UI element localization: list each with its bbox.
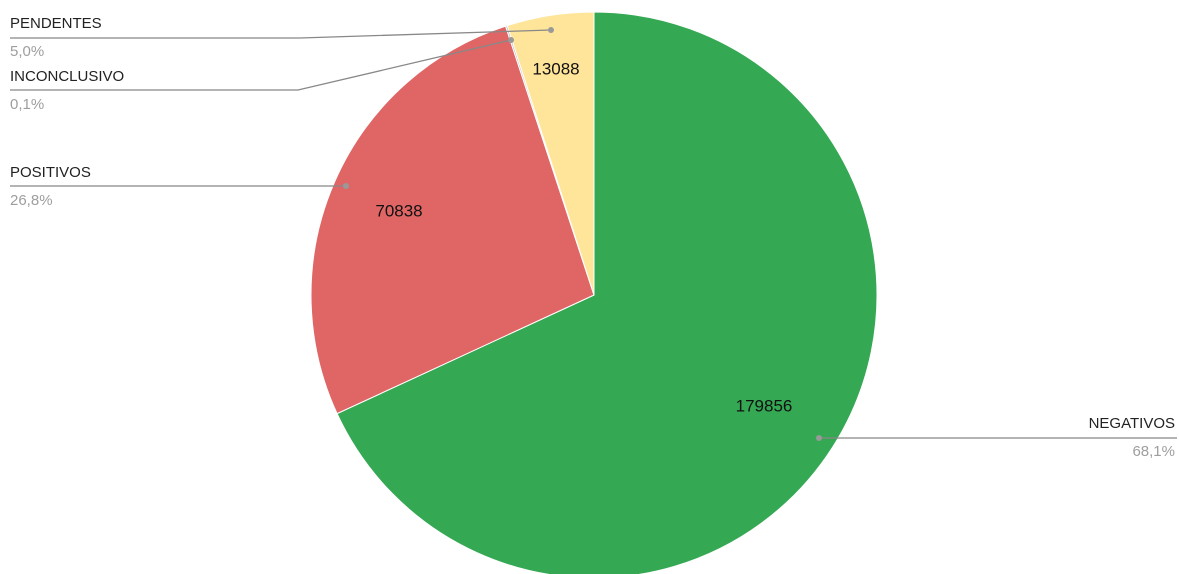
legend-label: INCONCLUSIVO xyxy=(10,68,124,85)
legend-label: POSITIVOS xyxy=(10,164,91,181)
leader-line xyxy=(10,29,552,39)
legend-label: PENDENTES xyxy=(10,15,102,32)
data-label: 179856 xyxy=(736,396,793,415)
pie-slice xyxy=(310,25,595,415)
percent-label: 5,0% xyxy=(10,43,44,60)
leader-dot xyxy=(508,37,514,43)
leader-line xyxy=(10,39,512,91)
pie-slice xyxy=(336,11,878,574)
legend-label: NEGATIVOS xyxy=(1089,415,1175,432)
percent-label: 68,1% xyxy=(1132,443,1175,460)
leader-dot xyxy=(343,183,349,189)
leader-dot xyxy=(548,27,554,33)
pie-slice xyxy=(506,11,595,296)
percent-label: 26,8% xyxy=(10,192,53,209)
data-label: 70838 xyxy=(375,201,422,220)
data-label: 13088 xyxy=(532,59,579,78)
leader-dot xyxy=(816,435,822,441)
percent-label: 0,1% xyxy=(10,96,44,113)
